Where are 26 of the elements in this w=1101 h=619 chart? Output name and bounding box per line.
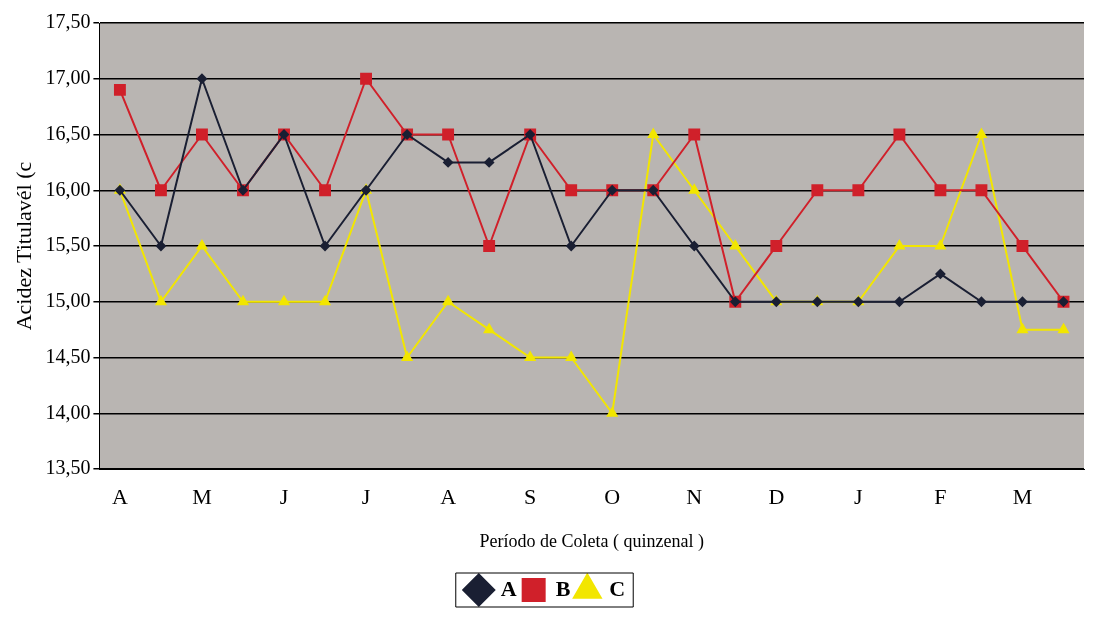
legend-label: C xyxy=(609,575,626,601)
y-tick-label: 17,50 xyxy=(45,10,91,33)
y-tick-label: 17,00 xyxy=(45,66,91,88)
legend-label: A xyxy=(500,575,517,601)
x-tick-label: O xyxy=(604,483,621,509)
y-tick-label: 13,50 xyxy=(45,456,91,479)
x-tick-label: A xyxy=(111,483,128,509)
y-tick-label: 14,50 xyxy=(45,344,91,367)
x-tick-label: D xyxy=(768,483,785,509)
x-tick-label: S xyxy=(524,483,537,509)
x-tick-label: M xyxy=(192,483,212,509)
x-axis-title: Período de Coleta ( quinzenal ) xyxy=(479,530,704,552)
x-tick-label: M xyxy=(1012,483,1033,509)
y-axis-title: Acidez Titulavél (c xyxy=(10,161,36,331)
y-tick-label: 14,00 xyxy=(45,400,91,423)
x-tick-label: J xyxy=(361,483,371,509)
x-tick-label: J xyxy=(279,483,289,509)
x-tick-label: N xyxy=(686,483,703,509)
x-tick-label: A xyxy=(440,483,457,509)
y-tick-label: 16,00 xyxy=(45,177,91,200)
y-tick-label: 15,50 xyxy=(45,233,91,256)
legend-label: B xyxy=(555,575,571,601)
x-tick-label: F xyxy=(934,483,947,509)
y-tick-label: 15,00 xyxy=(45,289,91,311)
x-tick-label: J xyxy=(854,483,864,509)
y-tick-label: 16,50 xyxy=(45,121,91,144)
